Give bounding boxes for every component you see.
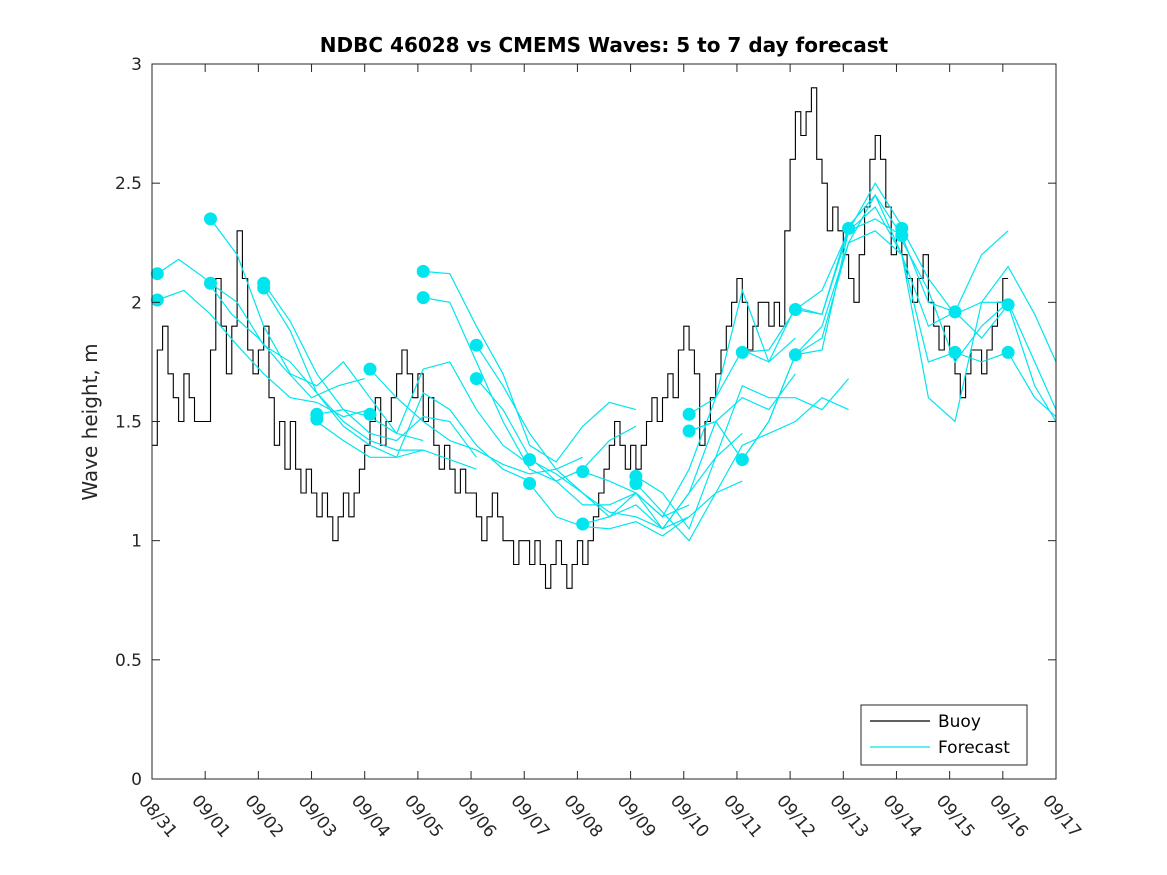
forecast-marker-8 bbox=[363, 362, 377, 376]
forecast-marker-19 bbox=[629, 477, 643, 490]
forecast-line-13 bbox=[529, 432, 743, 530]
forecast-marker-29 bbox=[948, 305, 962, 319]
y-axis-label: Wave height, m bbox=[78, 343, 102, 500]
y-tick-label: 0 bbox=[131, 770, 142, 790]
forecast-line-6 bbox=[316, 361, 530, 465]
forecast-marker-30 bbox=[948, 345, 962, 359]
forecast-line-7 bbox=[316, 392, 530, 482]
forecast-line-26 bbox=[901, 240, 1057, 410]
forecast-marker-24 bbox=[788, 303, 802, 316]
forecast-marker-17 bbox=[576, 517, 590, 531]
forecast-line-25 bbox=[901, 228, 1057, 363]
y-tick-label: 0.5 bbox=[115, 651, 142, 671]
forecast-line-2 bbox=[210, 218, 424, 442]
forecast-line-5 bbox=[263, 287, 477, 470]
y-axis-ticks: 0 0.5 1 1.5 2 2.5 3 bbox=[115, 55, 1056, 790]
forecast-marker-20 bbox=[682, 407, 696, 421]
forecast-marker-26 bbox=[842, 221, 856, 235]
forecast-line-9 bbox=[423, 270, 637, 463]
legend-box bbox=[860, 704, 1028, 766]
legend-forecast-label: Forecast bbox=[938, 738, 1010, 758]
forecast-marker-11 bbox=[416, 291, 430, 305]
y-tick-label: 1.5 bbox=[115, 413, 142, 433]
forecast-marker-16 bbox=[576, 465, 590, 479]
forecast-marker-15 bbox=[523, 477, 537, 490]
y-tick-label: 2 bbox=[131, 293, 142, 313]
y-tick-label: 2.5 bbox=[115, 174, 142, 194]
forecast-marker-25 bbox=[788, 348, 802, 362]
forecast-marker-3 bbox=[204, 276, 217, 290]
y-tick-label: 3 bbox=[131, 55, 142, 75]
forecast-line-24 bbox=[795, 230, 1009, 423]
forecast-line-16 bbox=[582, 373, 796, 530]
forecast-marker-13 bbox=[469, 372, 483, 386]
plot-area bbox=[150, 63, 1057, 780]
legend: Buoy Forecast bbox=[860, 704, 1028, 766]
forecast-marker-5 bbox=[257, 281, 271, 295]
forecast-marker-0 bbox=[150, 267, 164, 281]
forecast-marker-1 bbox=[150, 293, 164, 307]
forecast-line-10 bbox=[423, 297, 637, 482]
buoy-series-line bbox=[152, 87, 1009, 589]
forecast-line-15 bbox=[582, 288, 796, 518]
forecast-line-4 bbox=[263, 282, 477, 458]
forecast-marker-10 bbox=[416, 264, 430, 278]
forecast-marker-2 bbox=[204, 212, 217, 226]
forecast-marker-9 bbox=[363, 407, 377, 421]
forecast-marker-21 bbox=[682, 424, 696, 438]
forecast-line-8 bbox=[369, 368, 583, 475]
forecast-marker-14 bbox=[523, 453, 537, 467]
y-tick-label: 1 bbox=[131, 532, 142, 552]
forecast-line-18 bbox=[635, 396, 849, 542]
forecast-marker-23 bbox=[735, 453, 749, 467]
forecast-marker-7 bbox=[310, 412, 324, 426]
forecast-marker-31 bbox=[1001, 298, 1015, 312]
legend-buoy-label: Buoy bbox=[938, 712, 981, 732]
axes-background bbox=[152, 64, 1056, 779]
forecast-marker-22 bbox=[735, 345, 749, 359]
forecast-line-14 bbox=[529, 480, 743, 537]
forecast-marker-32 bbox=[1001, 345, 1015, 359]
forecast-marker-28 bbox=[895, 229, 909, 243]
forecast-marker-12 bbox=[469, 338, 483, 352]
chart-title: NDBC 46028 vs CMEMS Waves: 5 to 7 day fo… bbox=[320, 33, 889, 57]
